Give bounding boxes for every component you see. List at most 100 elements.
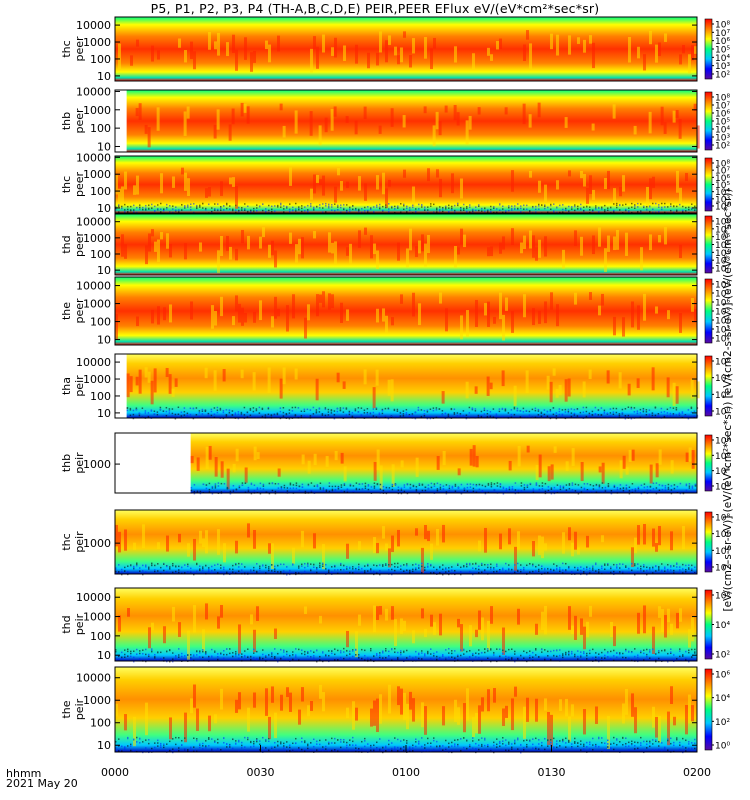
y-axis-label-probe: tha <box>60 377 73 395</box>
x-axis-header-units: hhmm <box>6 767 42 780</box>
colorbar-tick-label: 10⁵ <box>715 118 730 128</box>
colorbar-tick-label: 10³ <box>715 62 730 72</box>
y-tick-label: 1000 <box>83 611 111 624</box>
colorbar-tick-label: 10⁶ <box>715 299 730 309</box>
y-axis-label-species: peer <box>73 298 86 324</box>
y-tick-label: 10 <box>97 202 111 215</box>
y-axis-label-probe: thc <box>60 533 73 550</box>
panel-frame <box>114 155 698 214</box>
colorbar-tick-label: 10⁶ <box>715 110 730 120</box>
spectrogram-texture <box>115 684 696 754</box>
y-tick-label: 1000 <box>83 458 111 471</box>
panel-thd-peir: 10000 1000 100 10 thd peir 10⁶ 10⁴ 10² <box>60 587 730 663</box>
colorbar-title: [eV/(cm2-s-sr-eV)] (eV/(eV*cm²*sec*sr)) … <box>722 188 734 612</box>
y-tick-label: 10000 <box>76 280 111 293</box>
panel-frame <box>114 587 698 662</box>
y-axis-label-species: peir <box>73 375 86 397</box>
y-tick-label: 1000 <box>83 694 111 707</box>
y-tick-label: 10 <box>97 407 111 420</box>
y-tick-label: 10000 <box>76 672 111 685</box>
colorbar-tick-label: 10² <box>715 718 730 728</box>
colorbar-tick-label: 10⁶ <box>715 671 730 681</box>
y-tick-label: 1000 <box>83 298 111 311</box>
colorbar-tick-label: 10² <box>715 335 730 345</box>
colorbar-tick-label: 10⁵ <box>715 46 730 56</box>
x-axis-header-date: 2021 May 20 <box>6 777 78 790</box>
spectrogram-fill <box>115 277 697 345</box>
y-axis-label-species: peer <box>73 108 86 134</box>
colorbar-tick-label: 10⁴ <box>715 126 730 136</box>
y-axis-label-probe: thc <box>60 40 73 57</box>
y-tick-label: 10 <box>97 334 111 347</box>
spectrogram-texture <box>115 523 696 576</box>
panel-thd-peer: 10000 1000 100 10 thd peer 10⁸10⁷10⁶10⁵10⁴10³1… <box>60 213 730 277</box>
colorbar-tick-label: 10² <box>715 265 730 275</box>
panel-frame <box>114 353 698 419</box>
colorbar-tick-label: 10⁸ <box>715 218 730 228</box>
colorbar <box>704 355 713 417</box>
y-tick-label: 1000 <box>83 104 111 117</box>
spectrogram-texture <box>115 603 696 663</box>
colorbar-tick-label: 10⁴ <box>715 374 730 384</box>
y-tick-label: 1000 <box>83 373 111 386</box>
colorbar <box>704 18 713 80</box>
y-tick-label: 1000 <box>83 232 111 245</box>
colorbar-tick-label: 10² <box>715 483 730 493</box>
y-tick-label: 100 <box>90 390 111 403</box>
y-axis-label-probe: thb <box>60 454 73 472</box>
colorbar-tick-label: 10² <box>715 651 730 661</box>
colorbar-tick-label: 10⁴ <box>715 54 730 64</box>
chart-title: P5, P1, P2, P3, P4 (TH-A,B,C,D,E) PEIR,P… <box>150 1 600 16</box>
colorbar-tick-label: 10⁴ <box>715 694 730 704</box>
y-tick-label: 10000 <box>76 151 111 164</box>
y-tick-label: 1000 <box>83 168 111 181</box>
colorbar-tick-label: 10⁷ <box>715 29 730 39</box>
colorbar-tick-label: 10⁵ <box>715 308 730 318</box>
colorbar <box>704 434 713 492</box>
panel-frame <box>114 89 698 153</box>
colorbar <box>704 668 713 751</box>
panel-thc-peer: 10000 1000 100 10 thc peer 10⁸10⁷10⁶10⁵10⁴10³1… <box>60 151 730 215</box>
colorbar-tick-label: 10³ <box>715 257 730 267</box>
colorbar-tick-label: 10³ <box>715 326 730 336</box>
colorbar-tick-label: 10⁴ <box>715 249 730 259</box>
y-axis-label-probe: thd <box>60 235 73 253</box>
y-axis-label-species: peir <box>73 452 86 474</box>
colorbar-tick-label: 10⁸ <box>715 160 730 170</box>
colorbar-tick-label: 10⁶ <box>715 452 730 462</box>
y-tick-label: 10 <box>97 140 111 153</box>
y-tick-label: 100 <box>90 316 111 329</box>
colorbar-tick-label: 10⁶ <box>715 233 730 243</box>
colorbar-tick-label: 10⁷ <box>715 167 730 177</box>
colorbar-tick-label: 10⁸ <box>715 21 730 31</box>
y-tick-label: 10000 <box>76 356 111 369</box>
y-tick-label: 10 <box>97 264 111 277</box>
y-axis-label-probe: thb <box>60 112 73 130</box>
y-tick-label: 1000 <box>83 537 111 550</box>
colorbar-tick-label: 10⁷ <box>715 290 730 300</box>
y-tick-label: 10000 <box>76 19 111 32</box>
colorbar <box>704 511 713 573</box>
colorbar-tick-label: 10⁵ <box>715 181 730 191</box>
colorbar-tick-label: 10⁸ <box>715 281 730 291</box>
panel-frame <box>114 276 698 346</box>
panel-thb-peir: 1000 thb peir 10⁸ 10⁶ 10⁴ 10² <box>60 432 730 495</box>
y-axis-label-species: peer <box>73 172 86 198</box>
colorbar-tick-label: 10⁶ <box>715 358 730 368</box>
spectrogram-texture <box>135 102 700 149</box>
x-tick-label: 0130 <box>538 766 566 779</box>
colorbar-tick-label: 10⁴ <box>715 621 730 631</box>
y-axis-label-probe: thc <box>60 176 73 193</box>
y-tick-label: 100 <box>90 185 111 198</box>
spectrogram-texture <box>115 291 697 341</box>
y-tick-label: 10000 <box>76 216 111 229</box>
y-tick-label: 10 <box>97 649 111 662</box>
colorbar-tick-label: 10² <box>715 71 730 81</box>
panel-frame <box>114 432 698 494</box>
y-axis-label-species: peer <box>73 36 86 62</box>
spectrogram-fill <box>115 17 697 81</box>
y-axis-label-species: peer <box>73 232 86 258</box>
colorbar-tick-label: 10⁰ <box>715 742 730 752</box>
spectrogram-fill <box>126 90 697 152</box>
panel-thc-peer: 10000 1000 100 10 thc peer 10⁸10⁷10⁶10⁵10⁴10³1… <box>60 16 730 83</box>
